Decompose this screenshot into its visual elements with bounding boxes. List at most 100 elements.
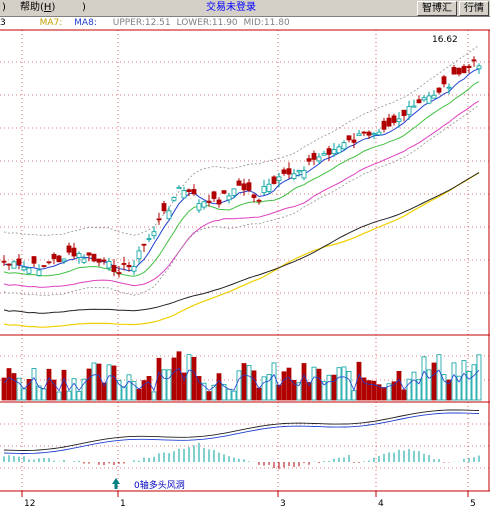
volume-bar [86,368,92,401]
volume-bars [1,351,482,401]
volume-bar [181,372,187,401]
menu-bar: ) 帮助(H) ) 交易未登录 智博汇 行情 [0,0,490,17]
candle-body [206,200,212,203]
candle-body [261,185,267,193]
menu-item-fragment[interactable]: ) [2,2,6,13]
volume-bar [456,375,462,401]
volume-bar [301,363,307,401]
candle-body [401,109,407,116]
volume-bar [451,362,457,401]
volume-bar [21,388,27,401]
candle-body [376,131,382,136]
candle-body [71,247,77,257]
candle-body [306,158,312,162]
macd-annotation: 0轴多头风洞 [134,479,185,491]
candle-body [231,188,237,196]
candle-body [156,218,162,221]
candle-body [381,120,387,130]
volume-bar [221,383,227,401]
volume-bar [171,357,177,401]
candle-body [426,95,432,104]
volume-bar [391,381,397,401]
volume-bar [101,382,107,401]
candle-body [166,210,172,220]
candle-body [441,76,447,85]
candle-body [186,189,192,192]
volume-bar [216,373,222,401]
candle-body [331,149,337,154]
candle-body [51,253,57,260]
hangqing-button[interactable]: 行情 [459,1,489,16]
candle-body [26,267,32,274]
candle-body [281,169,287,174]
candle-body [386,117,392,127]
candle-body [151,231,157,237]
candle-body [336,146,342,154]
indicator-legend: 3 MA7: MA8: UPPER:12.51 LOWER:11.90 MID:… [0,16,490,30]
menu-item-fragment-2[interactable]: ) [82,2,86,13]
volume-bar [116,380,122,401]
volume-bar [431,362,437,401]
candle-body [466,65,472,69]
legend-lower: LOWER:11.90 [176,18,238,28]
candle-body [456,67,462,75]
volume-bar [476,354,482,401]
volume-bar [256,387,262,401]
volume-bar [346,371,352,401]
candle-body [276,176,282,181]
ma-magenta-line [3,100,480,288]
candle-body [66,245,72,253]
candle-body [301,170,307,179]
volume-bar [66,390,72,401]
volume-bar [321,381,327,401]
candle-body [396,118,402,123]
ma-black-line [3,172,480,314]
volume-bar [31,368,37,401]
candle-body [131,266,137,272]
volume-bar [331,374,337,401]
volume-bar [151,391,157,401]
zhibohui-button[interactable]: 智博汇 [417,1,457,16]
volume-bar [111,365,117,401]
volume-bar [421,356,427,401]
volume-bar [316,368,322,401]
candle-body [141,243,147,246]
volume-bar [326,374,332,401]
legend-period: 3 [0,18,6,28]
volume-bar [121,386,127,401]
time-axis-label: 12 [24,499,35,509]
candle-body [6,263,12,266]
volume-bar [141,380,147,401]
volume-bar [466,370,472,401]
candle-body [461,66,467,74]
candle-body [21,266,27,271]
volume-bar [426,369,432,401]
volume-bar [81,378,87,401]
ma-green-line [3,81,480,277]
candle-body [256,199,262,202]
candle-body [171,197,177,201]
moving-average-lines [3,44,480,328]
macd-arrow-icon [112,478,120,489]
candle-body [91,253,97,262]
volume-bar [396,370,402,401]
volume-bar [201,382,207,401]
volume-bar [196,376,202,401]
candle-body [211,191,217,199]
volume-bar [271,362,277,401]
time-axis-labels: 12 1 3 4 5 [21,491,476,509]
volume-bar [276,384,282,401]
candle-body [251,194,257,198]
volume-bar [6,368,12,401]
candle-body [191,189,197,195]
menu-item-help[interactable]: 帮助(H) [20,2,56,13]
volume-bar [11,373,17,401]
candle-body [236,180,242,186]
candle-body [96,258,102,263]
volume-bar [371,380,377,401]
volume-bar [296,382,302,401]
candle-body [81,258,87,263]
candle-body [391,115,397,123]
candle-body [291,173,297,179]
volume-bar [361,377,367,401]
